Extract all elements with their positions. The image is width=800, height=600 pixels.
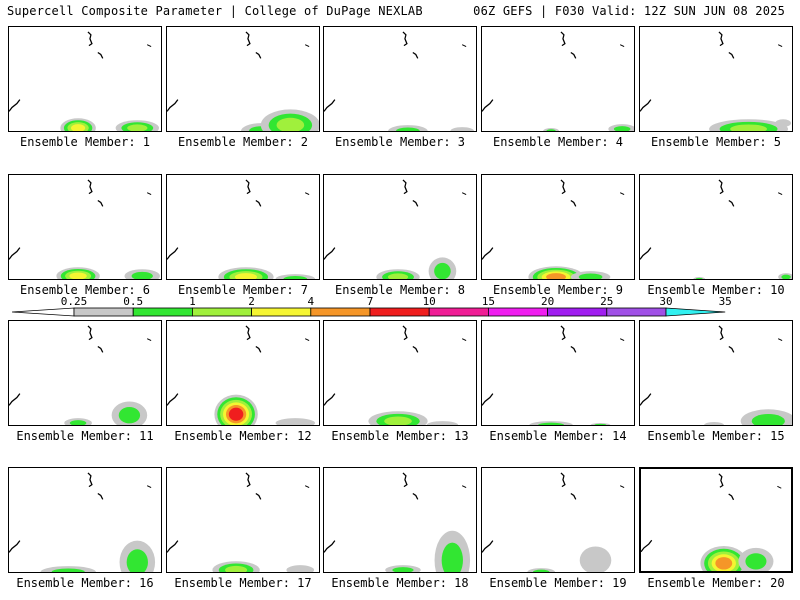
colorbar-tick-label: 7 [367, 296, 374, 308]
ensemble-member-map[interactable] [166, 467, 320, 573]
colorbar-swatch [310, 307, 371, 317]
header-title-right: 06Z GEFS | F030 Valid: 12Z SUN JUN 08 20… [473, 4, 785, 18]
colorbar-tick-label: 0.25 [61, 296, 88, 308]
ensemble-member-map[interactable] [323, 467, 477, 573]
ensemble-member-label: Ensemble Member: 14 [489, 429, 627, 443]
ensemble-member-label: Ensemble Member: 3 [334, 135, 466, 149]
colorbar-swatch [191, 307, 252, 317]
colorbar-tick-label: 1 [189, 296, 196, 308]
ensemble-member-label: Ensemble Member: 19 [489, 576, 627, 590]
ensemble-member-label: Ensemble Member: 7 [177, 283, 309, 297]
colorbar-swatch [428, 307, 489, 317]
colorbar-swatch [606, 307, 667, 317]
map-field [324, 31, 475, 131]
ensemble-member-map[interactable] [166, 320, 320, 426]
colorbar-tick-label: 25 [600, 296, 613, 308]
ensemble-member-map[interactable] [8, 174, 162, 280]
map-field [482, 472, 625, 572]
colorbar-swatch [487, 307, 548, 317]
colorbar-swatch [251, 307, 312, 317]
colorbar-tick-label: 20 [541, 296, 554, 308]
map-field [167, 31, 319, 131]
map-field [9, 179, 161, 279]
map-field [640, 179, 792, 279]
ensemble-member-map[interactable] [481, 26, 635, 132]
ensemble-member-map[interactable] [481, 467, 635, 573]
ensemble-member-label: Ensemble Member: 15 [647, 429, 785, 443]
ensemble-member-map[interactable] [323, 174, 477, 280]
colorbar-right-arrow [665, 307, 726, 317]
ensemble-member-label: Ensemble Member: 17 [174, 576, 312, 590]
ensemble-member-map[interactable] [323, 26, 477, 132]
ensemble-member-label: Ensemble Member: 2 [177, 135, 309, 149]
map-field [167, 472, 315, 572]
colorbar: 0.25 0.5 1 2 4 7 10 15 20 25 30 35 [12, 296, 732, 317]
ensemble-member-label: Ensemble Member: 18 [331, 576, 469, 590]
ensemble-member-label: Ensemble Member: 12 [174, 429, 312, 443]
ensemble-member-map[interactable] [8, 26, 162, 132]
colorbar-tick-label: 2 [248, 296, 255, 308]
ensemble-member-map[interactable] [8, 320, 162, 426]
ensemble-member-map[interactable] [639, 467, 793, 573]
map-field [640, 325, 792, 425]
map-field [167, 325, 316, 425]
colorbar-tick-label: 15 [482, 296, 495, 308]
colorbar-swatch [132, 307, 193, 317]
map-field [482, 325, 625, 425]
ensemble-member-map[interactable] [639, 174, 793, 280]
colorbar-swatch [73, 307, 134, 317]
ensemble-member-map[interactable] [481, 174, 635, 280]
colorbar-tick-label: 0.5 [123, 296, 143, 308]
ensemble-member-map[interactable] [481, 320, 635, 426]
colorbar-swatch [369, 307, 430, 317]
map-field [9, 325, 152, 425]
colorbar-tick-label: 30 [659, 296, 672, 308]
ensemble-member-label: Ensemble Member: 13 [331, 429, 469, 443]
ensemble-member-label: Ensemble Member: 5 [650, 135, 782, 149]
ensemble-member-map[interactable] [323, 320, 477, 426]
map-field [324, 179, 467, 279]
map-field [9, 472, 156, 572]
map-field [167, 179, 316, 279]
ensemble-member-map[interactable] [166, 26, 320, 132]
ensemble-member-label: Ensemble Member: 6 [19, 283, 151, 297]
map-field [324, 325, 467, 425]
ensemble-member-label: Ensemble Member: 8 [334, 283, 466, 297]
map-field [482, 31, 634, 131]
map-field [641, 473, 782, 571]
map-field [324, 472, 471, 572]
ensemble-member-map[interactable] [639, 26, 793, 132]
map-field [9, 31, 160, 131]
ensemble-member-map[interactable] [639, 320, 793, 426]
colorbar-tick-label: 10 [423, 296, 436, 308]
ensemble-member-label: Ensemble Member: 4 [492, 135, 624, 149]
ensemble-member-label: Ensemble Member: 11 [16, 429, 154, 443]
header-title-left: Supercell Composite Parameter | College … [7, 4, 423, 18]
colorbar-tick-label: 35 [719, 296, 732, 308]
map-field [482, 179, 625, 279]
ensemble-member-map[interactable] [8, 467, 162, 573]
colorbar-tick-label: 4 [307, 296, 314, 308]
ensemble-member-label: Ensemble Member: 16 [16, 576, 154, 590]
colorbar-swatch [547, 307, 608, 317]
colorbar-left-arrow [12, 307, 75, 317]
ensemble-member-label: Ensemble Member: 20 [647, 576, 785, 590]
ensemble-member-label: Ensemble Member: 1 [19, 135, 151, 149]
ensemble-member-label: Ensemble Member: 9 [492, 283, 624, 297]
ensemble-member-map[interactable] [166, 174, 320, 280]
ensemble-member-label: Ensemble Member: 10 [647, 283, 785, 297]
map-field [640, 31, 792, 131]
